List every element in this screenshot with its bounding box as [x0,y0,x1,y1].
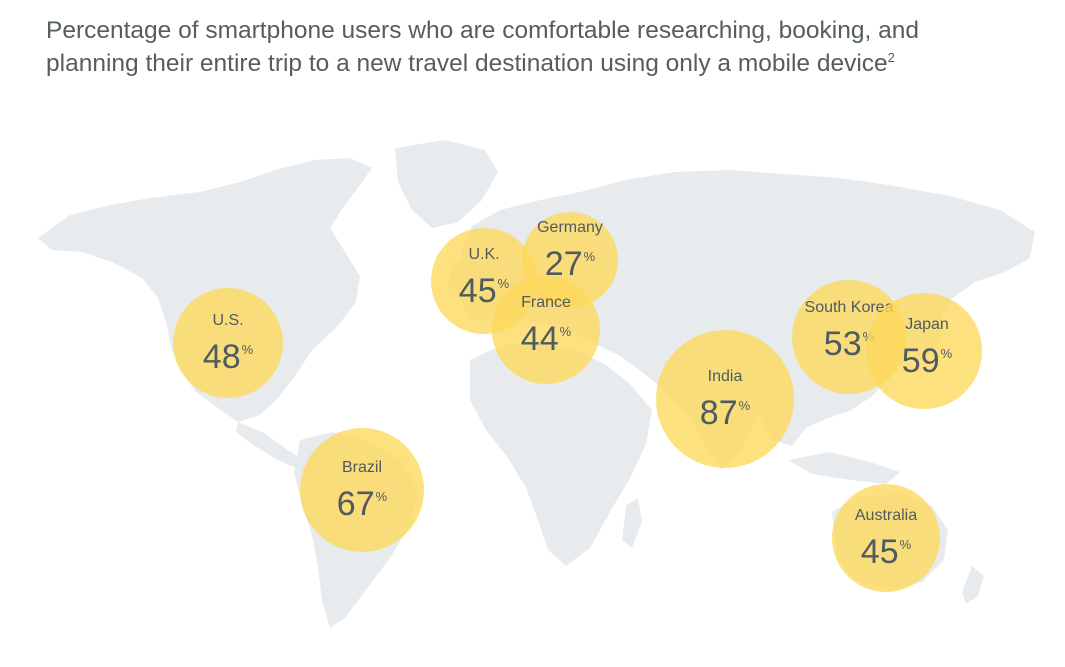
marker-label: France [521,293,571,311]
marker-value: 48% [203,332,253,375]
north-america [38,158,372,422]
value-number: 53 [823,324,862,363]
marker-value: 27% [545,239,595,282]
marker-value: 67% [337,479,387,522]
marker-label: U.K. [468,245,500,263]
marker-india: India 87% [656,330,794,468]
marker-label: Brazil [341,458,382,476]
marker-value: 59% [902,336,952,379]
value-number: 59 [901,341,940,380]
marker-value: 44% [521,314,571,357]
percent-symbol: % [583,248,596,264]
marker-value: 45% [459,266,509,309]
marker-label: Germany [537,218,603,236]
chart-title: Percentage of smartphone users who are c… [46,14,926,80]
marker-label: U.S. [212,311,244,329]
marker-france: France 44% [492,276,600,384]
central-america [236,422,300,468]
percent-symbol: % [241,341,254,357]
percent-symbol: % [899,536,912,552]
value-number: 27 [544,244,583,283]
marker-value: 45% [861,527,911,570]
marker-label: India [707,367,743,385]
value-number: 67 [336,484,375,523]
se-asia-islands [788,452,900,484]
title-footnote: 2 [887,49,895,65]
percent-symbol: % [559,323,572,339]
value-number: 44 [520,319,559,358]
marker-australia: Australia 45% [832,484,940,592]
value-number: 87 [699,393,738,432]
chart-title-text: Percentage of smartphone users who are c… [46,17,919,77]
marker-value: 87% [700,388,750,431]
percent-symbol: % [497,275,510,291]
value-number: 48 [202,337,241,376]
madagascar [622,498,642,548]
marker-label: Australia [854,506,918,524]
marker-japan: Japan 59% [866,293,982,409]
marker-us: U.S. 48% [173,288,283,398]
africa [470,342,652,566]
value-number: 45 [458,271,497,310]
marker-label: South Korea [804,298,894,316]
marker-label: Japan [905,315,949,333]
percent-symbol: % [375,488,388,504]
greenland [395,140,498,228]
value-number: 45 [860,532,899,571]
percent-symbol: % [940,345,953,361]
percent-symbol: % [738,397,751,413]
marker-brazil: Brazil 67% [300,428,424,552]
new-zealand [962,566,984,604]
